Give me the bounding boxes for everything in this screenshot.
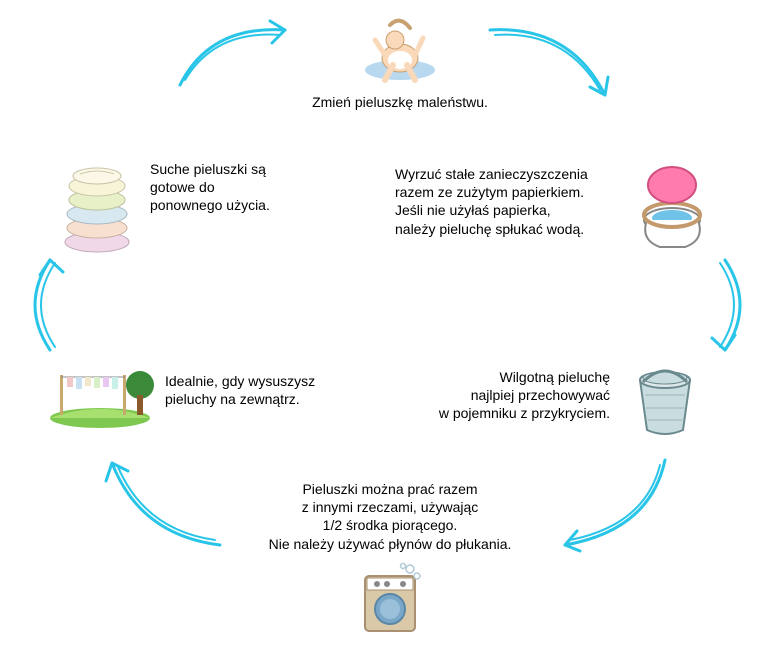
cycle-arrow-6 <box>15 255 75 355</box>
step-store: Wilgotną pieluchę najlpiej przechowywać … <box>400 350 720 440</box>
baby-icon <box>355 10 445 85</box>
toilet-icon <box>635 165 710 250</box>
step-dispose-text: Wyrzuć stałe zanieczyszczenia razem ze z… <box>395 165 625 238</box>
step-ready-text: Suche pieluszki są gotowe do ponownego u… <box>150 160 320 215</box>
bucket-icon <box>625 350 705 440</box>
washing-machine-icon <box>355 561 425 636</box>
step-dry: Idealnie, gdy wysuszysz pieluchy na zewn… <box>45 350 365 430</box>
step-wash-text: Pieluszki można prać razem z innymi rzec… <box>269 480 512 553</box>
step-change-text: Zmień pieluszkę maleństwu. <box>312 93 488 111</box>
diaper-stack-icon <box>55 160 140 255</box>
step-store-text: Wilgotną pieluchę najlpiej przechowywać … <box>400 368 610 423</box>
cycle-arrow-3 <box>700 255 760 355</box>
clothesline-icon <box>45 350 155 430</box>
step-ready: Suche pieluszki są gotowe do ponownego u… <box>55 160 355 255</box>
cycle-arrow-1 <box>170 15 300 95</box>
step-change: Zmień pieluszkę maleństwu. <box>300 10 500 111</box>
cycle-arrow-4 <box>555 455 675 555</box>
step-dispose: Wyrzuć stałe zanieczyszczenia razem ze z… <box>395 165 725 250</box>
step-dry-text: Idealnie, gdy wysuszysz pieluchy na zewn… <box>165 372 345 408</box>
cycle-arrow-2 <box>480 15 620 105</box>
step-wash: Pieluszki można prać razem z innymi rzec… <box>220 480 560 636</box>
cycle-arrow-5 <box>100 455 230 555</box>
